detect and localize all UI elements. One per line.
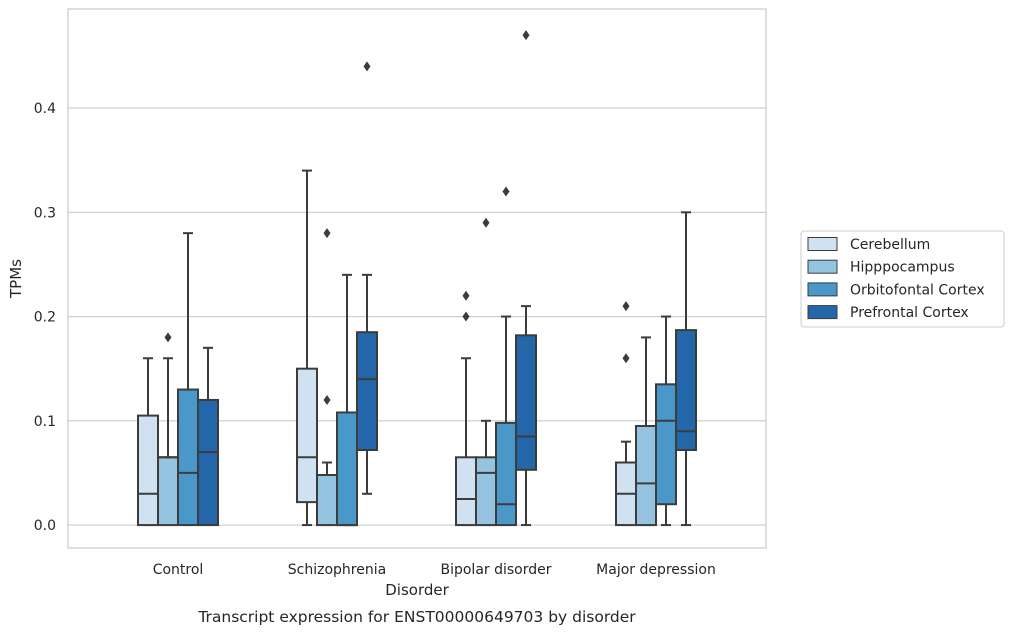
legend-label: Hipppocampus	[850, 260, 955, 276]
outlier-point	[462, 290, 470, 301]
box-iqr	[336, 411, 358, 527]
legend-frame	[800, 230, 1005, 328]
y-tick-label: 0.0	[34, 518, 56, 534]
box-cerebellum	[296, 169, 318, 527]
outlier-point	[323, 394, 331, 405]
box-iqr	[296, 367, 318, 504]
box-iqr	[655, 383, 677, 506]
box-orbitofontal-cortex	[336, 273, 358, 527]
box-iqr	[356, 331, 378, 452]
legend-label: Prefrontal Cortex	[850, 305, 969, 321]
outlier-point	[502, 186, 510, 197]
box-iqr	[475, 456, 497, 527]
outlier-point	[522, 30, 530, 41]
box-hipppocampus	[316, 228, 338, 527]
plot-area-frame	[67, 8, 767, 549]
outlier-point	[363, 61, 371, 72]
x-axis-ticks: Control Schizophrenia Bipolar disorder Majo…	[153, 562, 716, 578]
y-tick-label: 0.3	[34, 205, 56, 221]
x-tick-label: Control	[153, 562, 204, 578]
outlier-point	[622, 353, 630, 364]
outlier-point	[323, 228, 331, 239]
box-cerebellum	[137, 357, 159, 527]
y-tick-label: 0.2	[34, 310, 56, 326]
box-orbitofontal-cortex	[495, 186, 517, 527]
box-hipppocampus	[157, 332, 179, 527]
x-tick-label: Bipolar disorder	[440, 562, 551, 578]
legend-label: Orbitofontal Cortex	[850, 282, 985, 298]
box-iqr	[635, 425, 657, 527]
box-prefrontal-cortex	[515, 30, 537, 527]
y-tick-label: 0.1	[34, 414, 56, 430]
box-iqr	[675, 329, 697, 451]
box-iqr	[455, 456, 477, 527]
box-iqr	[197, 398, 219, 527]
boxes-layer	[137, 30, 697, 527]
box-hipppocampus	[635, 336, 657, 527]
x-axis-title: Disorder	[385, 581, 449, 599]
box-iqr	[495, 421, 517, 527]
box-iqr	[316, 474, 338, 527]
legend-swatch	[807, 259, 838, 274]
legend-swatch	[807, 237, 838, 251]
legend: Cerebellum Hipppocampus Orbitofontal Corte…	[800, 230, 1005, 328]
outlier-point	[164, 332, 172, 343]
x-tick-label: Major depression	[596, 562, 716, 578]
box-cerebellum	[455, 290, 477, 527]
y-axis-title: TPMs	[7, 259, 25, 299]
box-iqr	[177, 388, 199, 527]
legend-label: Cerebellum	[850, 237, 930, 253]
y-axis-ticks: 0.0 0.1 0.2 0.3 0.4	[34, 101, 56, 534]
box-prefrontal-cortex	[197, 346, 219, 527]
legend-swatch	[807, 305, 838, 320]
figure-caption: Transcript expression for ENST0000064970…	[197, 608, 636, 626]
box-iqr	[157, 456, 179, 527]
y-tick-label: 0.4	[34, 101, 56, 117]
box-orbitofontal-cortex	[655, 315, 677, 527]
box-orbitofontal-cortex	[177, 232, 199, 527]
box-prefrontal-cortex	[356, 61, 378, 495]
box-cerebellum	[615, 301, 637, 527]
box-hipppocampus	[475, 217, 497, 527]
legend-swatch	[807, 282, 838, 297]
outlier-point	[622, 301, 630, 312]
outlier-point	[462, 311, 470, 322]
box-prefrontal-cortex	[675, 211, 697, 527]
x-tick-label: Schizophrenia	[288, 562, 386, 578]
outlier-point	[482, 217, 490, 228]
box-iqr	[137, 414, 159, 527]
box-iqr	[515, 334, 537, 471]
